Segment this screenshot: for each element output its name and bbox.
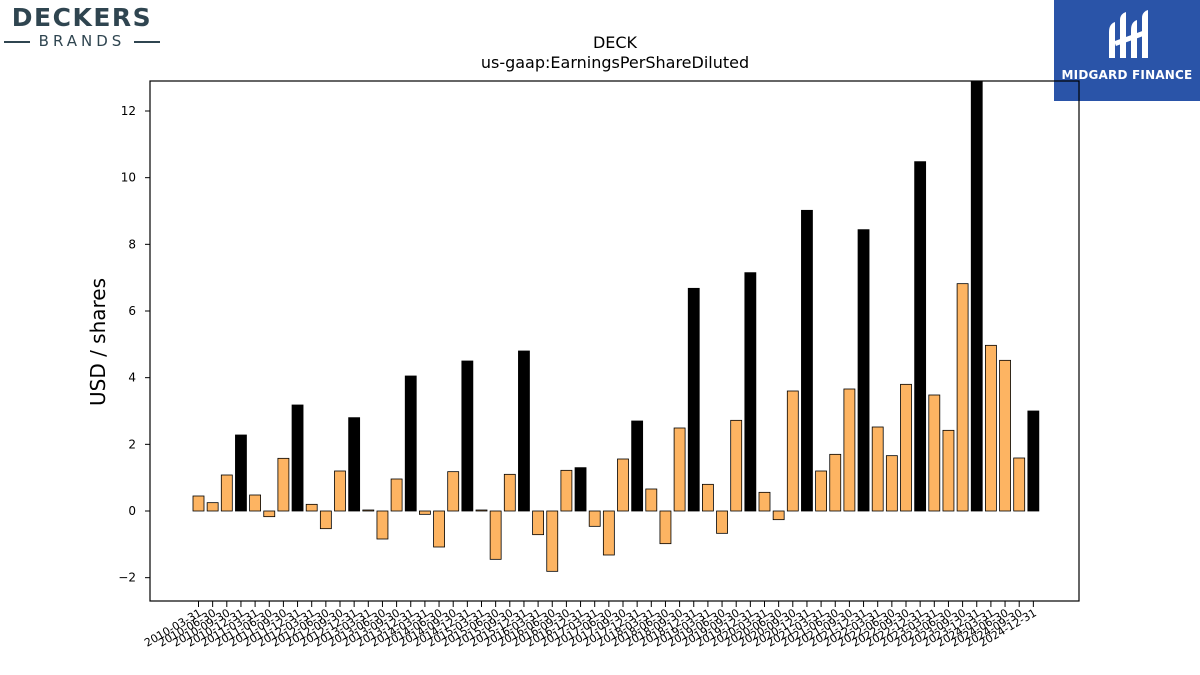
bar-2017-06-30 xyxy=(602,510,615,556)
logo-right-rule xyxy=(134,41,160,43)
bar-2021-12-31 xyxy=(857,229,870,512)
bar-2022-12-31 xyxy=(914,161,927,512)
y-axis: −2 0 2 4 6 8 10 12 xyxy=(118,104,150,585)
bar-2010-09-30 xyxy=(220,474,233,512)
bar-2020-12-31 xyxy=(801,209,813,512)
y-tick-label: 12 xyxy=(121,104,136,118)
bar-2014-06-30 xyxy=(433,510,445,548)
bar-2023-03-31 xyxy=(928,394,941,512)
bar-2011-09-30 xyxy=(277,457,290,512)
bar-2014-03-31 xyxy=(418,510,431,515)
bar-group xyxy=(192,80,1040,572)
bar-2013-06-30 xyxy=(376,510,389,540)
bar-2023-09-30 xyxy=(956,283,969,512)
bar-2012-12-31 xyxy=(348,417,361,512)
bar-2013-09-30 xyxy=(390,478,403,512)
chart-subtitle: us-gaap:EarningsPerShareDiluted xyxy=(481,53,749,72)
bar-2010-03-31 xyxy=(192,495,205,512)
logo-brands-word: BRANDS xyxy=(38,32,126,50)
chart-title: DECK xyxy=(593,33,638,52)
bar-2018-03-31 xyxy=(645,488,658,512)
bar-2024-06-30 xyxy=(999,359,1011,512)
bar-2021-09-30 xyxy=(843,388,856,512)
bar-2017-09-30 xyxy=(617,458,629,512)
bar-2019-03-31 xyxy=(702,483,714,512)
bar-2016-09-30 xyxy=(560,469,573,512)
bar-2020-06-30 xyxy=(772,510,785,521)
bar-2014-09-30 xyxy=(447,471,460,512)
plot-frame xyxy=(149,80,1080,602)
bar-2018-06-30 xyxy=(659,510,672,545)
y-tick-label: 0 xyxy=(128,504,136,518)
bar-2019-12-31 xyxy=(744,272,757,512)
bar-2020-03-31 xyxy=(758,491,771,512)
bar-2012-09-30 xyxy=(334,470,346,512)
bar-2011-12-31 xyxy=(291,404,304,512)
bar-2021-06-30 xyxy=(829,453,842,512)
x-axis: 2010-03-312010-06-302010-09-302010-12-31… xyxy=(142,601,1039,650)
bar-2023-12-31 xyxy=(970,80,983,512)
y-tick-label: 6 xyxy=(128,304,136,318)
midgard-finance-wordmark: MIDGARD FINANCE xyxy=(1061,68,1193,82)
bar-2013-12-31 xyxy=(404,375,417,512)
y-axis-label: USD / shares xyxy=(86,278,110,406)
bar-2015-09-30 xyxy=(503,473,516,512)
deckers-brands-logo: DECKERS BRANDS xyxy=(4,4,160,52)
y-tick-label: 8 xyxy=(128,237,136,251)
bar-2013-03-31 xyxy=(362,509,375,512)
bar-2018-09-30 xyxy=(673,427,686,512)
bar-2024-12-31 xyxy=(1027,410,1040,512)
logo-left-rule xyxy=(4,41,30,43)
bar-2019-06-30 xyxy=(716,510,728,534)
y-tick-label: 10 xyxy=(121,171,136,185)
bar-2022-09-30 xyxy=(900,383,912,512)
bar-2024-09-30 xyxy=(1013,457,1026,512)
bar-2022-06-30 xyxy=(885,455,898,512)
bar-2010-12-31 xyxy=(235,434,247,512)
bar-2015-12-31 xyxy=(518,350,530,512)
bar-2016-03-31 xyxy=(532,510,544,536)
bar-2015-06-30 xyxy=(489,510,502,560)
bar-2024-03-31 xyxy=(985,344,997,512)
bar-2011-06-30 xyxy=(263,510,276,518)
bar-2010-06-30 xyxy=(206,502,219,512)
midgard-emblem-icon xyxy=(1109,10,1148,58)
bar-2016-12-31 xyxy=(574,467,587,512)
logo-deckers-word: DECKERS xyxy=(11,3,153,32)
bar-2015-03-31 xyxy=(475,509,488,512)
bar-2012-06-30 xyxy=(319,510,332,530)
midgard-finance-logo: MIDGARD FINANCE xyxy=(1054,0,1200,101)
bar-2021-03-31 xyxy=(815,470,827,512)
bar-2019-09-30 xyxy=(730,419,743,512)
y-tick-label: 4 xyxy=(128,371,136,385)
bar-2014-12-31 xyxy=(461,360,474,512)
bar-2017-12-31 xyxy=(631,420,644,512)
bar-2012-03-31 xyxy=(305,503,318,512)
bar-2011-03-31 xyxy=(249,494,262,512)
bar-2017-03-31 xyxy=(588,510,601,527)
bar-2016-06-30 xyxy=(546,510,559,572)
bar-2023-06-30 xyxy=(942,429,955,512)
bar-2022-03-31 xyxy=(871,426,884,512)
y-tick-label: 2 xyxy=(128,437,136,451)
bar-2018-12-31 xyxy=(687,287,700,512)
y-tick-label: −2 xyxy=(118,571,136,585)
bar-2020-09-30 xyxy=(786,390,799,512)
